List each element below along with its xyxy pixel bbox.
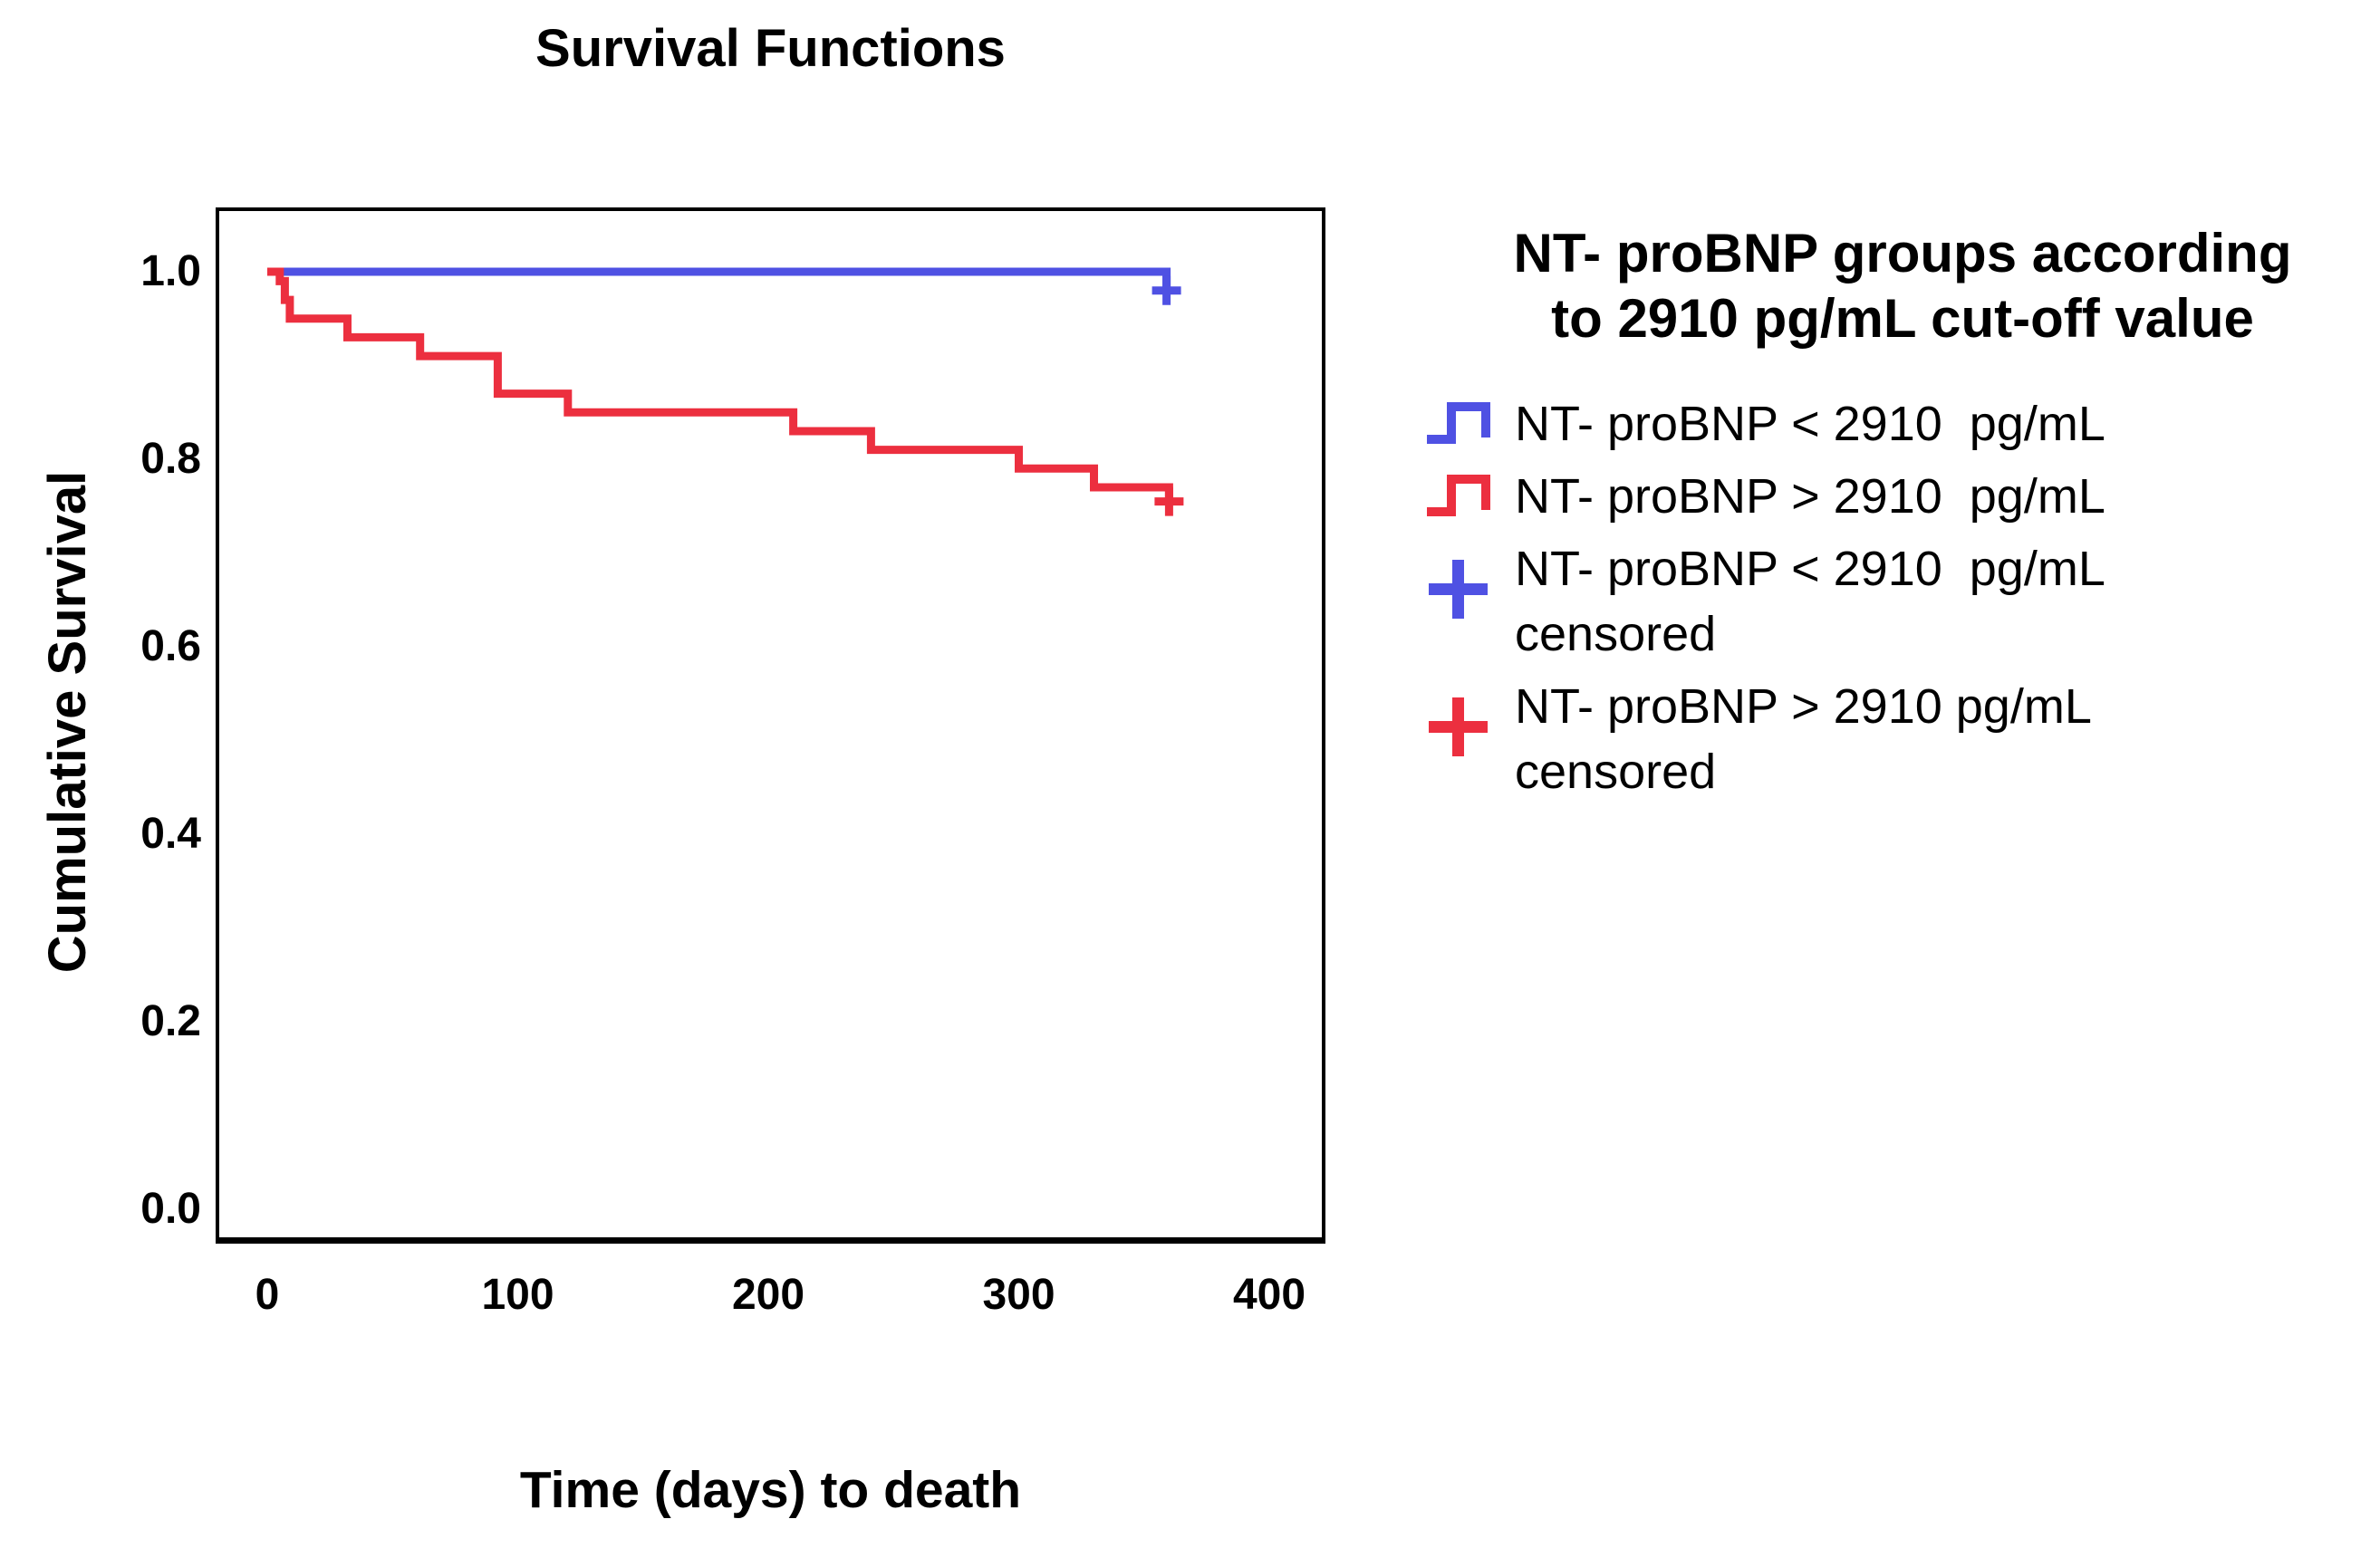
y-tick-label: 1.0 (140, 247, 201, 295)
legend-symbol (1424, 556, 1515, 621)
plot-frame (216, 207, 1325, 1244)
plus-icon (1429, 559, 1488, 619)
legend-title-line-1: NT- proBNP groups according (1513, 223, 2292, 284)
legend-item-4: NT- proBNP > 2910 pg/mL censored (1424, 674, 2380, 804)
censored-marker-icon (1151, 275, 1181, 305)
legend-item-label: NT- proBNP < 2910 pg/mL censored (1515, 536, 2105, 667)
x-tick-label: 300 (982, 1271, 1055, 1319)
km-curve-below-cutoff (267, 267, 1171, 291)
legend-symbol (1424, 464, 1515, 529)
x-tick-label: 200 (731, 1271, 805, 1319)
legend-item-label-line: NT- proBNP > 2910 pg/mL (1515, 469, 2105, 524)
legend-item-label: NT- proBNP > 2910 pg/mL (1515, 464, 2105, 529)
x-tick-label: 100 (481, 1271, 554, 1319)
y-tick-label: 0.6 (140, 622, 201, 670)
y-tick-label: 0.0 (140, 1185, 201, 1233)
censored-marker-icon (1154, 486, 1184, 516)
legend-item-1: NT- proBNP < 2910 pg/mL (1424, 391, 2380, 457)
legend-title-line-2: to 2910 pg/mL cut-off value (1551, 288, 2254, 349)
legend-item-2: NT- proBNP > 2910 pg/mL (1424, 464, 2380, 529)
plot-area (216, 207, 1325, 1244)
legend-item-label-line: NT- proBNP < 2910 pg/mL (1515, 542, 2105, 596)
y-tick-label: 0.4 (140, 810, 201, 858)
step-line-icon (1427, 402, 1490, 444)
legend-item-label: NT- proBNP > 2910 pg/mL censored (1515, 674, 2092, 804)
plus-icon (1429, 697, 1488, 756)
legend-item-3: NT- proBNP < 2910 pg/mL censored (1424, 536, 2380, 667)
legend: NT- proBNP < 2910 pg/mL NT- proBNP > 2910… (1424, 391, 2380, 804)
legend-title: NT- proBNP groups according to 2910 pg/m… (1431, 221, 2374, 351)
legend-item-label-line: censored (1515, 607, 1717, 661)
y-tick-label: 0.8 (140, 435, 201, 483)
legend-item-label-line: NT- proBNP < 2910 pg/mL (1515, 397, 2105, 451)
legend-item-label-line: censored (1515, 745, 1717, 799)
legend-symbol (1424, 694, 1515, 759)
x-tick-label: 0 (255, 1271, 280, 1319)
legend-item-label-line: NT- proBNP > 2910 pg/mL (1515, 679, 2092, 734)
x-tick-label: 400 (1232, 1271, 1306, 1319)
x-axis-title: Time (days) to death (519, 1461, 1022, 1519)
km-curve-above-cutoff (267, 267, 1173, 502)
chart-title: Survival Functions (535, 19, 1006, 78)
legend-item-label: NT- proBNP < 2910 pg/mL (1515, 391, 2105, 457)
step-line-icon (1427, 475, 1490, 516)
legend-symbol (1424, 391, 1515, 457)
y-tick-label: 0.2 (140, 997, 201, 1045)
